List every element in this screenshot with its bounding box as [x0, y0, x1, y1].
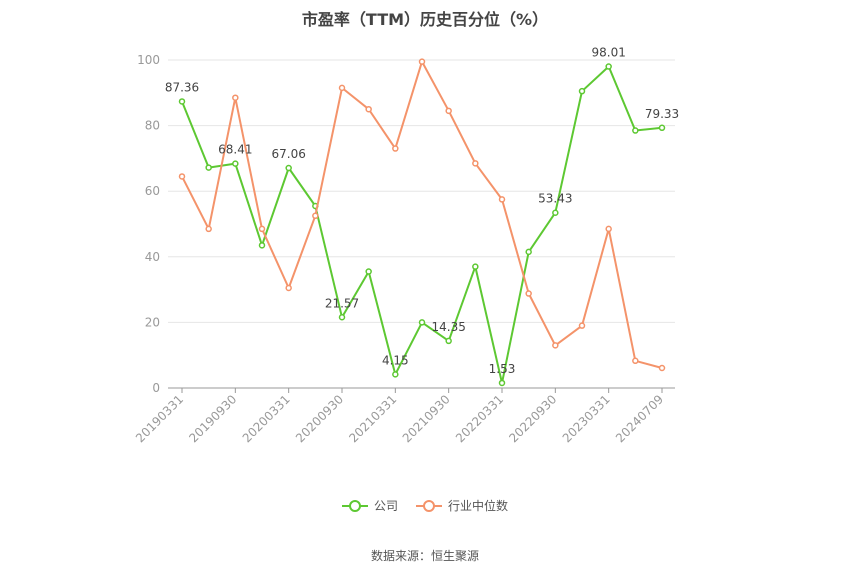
x-tick-label: 20220930 [506, 392, 559, 445]
data-point [525, 248, 532, 256]
data-point [365, 105, 372, 113]
x-tick-label: 20220331 [453, 392, 506, 445]
data-point [205, 164, 212, 171]
data-point [578, 87, 586, 95]
y-tick-label: 20 [145, 315, 160, 329]
x-tick-label: 20230331 [560, 392, 613, 445]
data-point [445, 337, 452, 345]
x-tick-label: 20190331 [133, 392, 186, 445]
y-tick-label: 40 [145, 250, 160, 264]
data-labels: 87.36 68.41 67.06 21.57 4.15 14.35 1.53 53.43 98… [165, 46, 679, 376]
data-point [205, 225, 212, 233]
data-point [525, 290, 532, 297]
y-tick-label: 60 [145, 184, 160, 198]
data-label: 21.57 [325, 296, 359, 310]
data-label: 79.33 [645, 107, 679, 121]
data-label: 1.53 [489, 362, 516, 376]
legend-item[interactable]: 行业中位数 [416, 497, 508, 514]
data-point [445, 107, 452, 115]
legend-swatch [416, 499, 442, 512]
data-point [178, 98, 186, 105]
x-tick-label: 20210331 [346, 392, 399, 445]
x-tick-label: 20200930 [293, 392, 346, 445]
axes: 0 20 40 60 80 100 20190331 20190930 20200331 2020… [133, 53, 675, 445]
legend-swatch [341, 499, 368, 512]
data-point [258, 225, 266, 233]
legend: 公司 行业中位数 [0, 497, 850, 514]
legend-label: 公司 [373, 499, 398, 513]
data-point [472, 263, 479, 270]
y-tick-label: 100 [137, 53, 160, 67]
data-point [418, 319, 426, 326]
data-point [392, 145, 399, 152]
data-point [365, 268, 372, 275]
chart-title: 市盈率（TTM）历史百分位（%） [301, 10, 549, 29]
data-point [472, 160, 479, 167]
data-label: 98.01 [591, 46, 625, 60]
y-tick-label: 0 [152, 381, 160, 395]
data-point [232, 94, 239, 101]
data-label: 4.15 [382, 353, 409, 367]
data-point [498, 379, 506, 387]
data-point [552, 209, 559, 216]
data-point [285, 284, 292, 292]
x-tick-label: 20240709 [613, 392, 666, 445]
data-label: 68.41 [218, 143, 252, 157]
data-point [418, 58, 426, 65]
data-point [392, 371, 399, 378]
series-line [181, 65, 663, 384]
data-point [552, 342, 559, 349]
x-tick-label: 20190930 [186, 392, 239, 445]
data-label: 87.36 [165, 80, 199, 94]
data-point [232, 160, 239, 167]
legend-swatch-marker [423, 499, 435, 512]
data-point [605, 225, 612, 233]
x-tick-label: 20210930 [400, 392, 453, 445]
data-point [498, 196, 506, 203]
data-point [632, 357, 639, 365]
data-point [605, 63, 612, 70]
data-point [658, 364, 666, 372]
legend-label: 行业中位数 [448, 499, 509, 513]
data-point [285, 164, 292, 172]
data-point [658, 124, 666, 132]
data-point [338, 84, 346, 92]
data-point [578, 322, 586, 329]
data-point [632, 127, 639, 134]
data-point [258, 242, 266, 249]
data-label: 14.35 [431, 320, 465, 334]
data-label: 67.06 [271, 147, 305, 161]
data-point [178, 173, 186, 180]
source-note: 数据来源：恒生聚源 [370, 549, 479, 563]
legend-swatch-marker [348, 499, 361, 512]
legend-item[interactable]: 公司 [341, 497, 398, 514]
x-tick-label: 20200331 [240, 392, 293, 445]
data-point [312, 212, 319, 220]
data-point [338, 314, 346, 321]
data-label: 53.43 [538, 192, 572, 206]
series [178, 58, 666, 387]
y-tick-label: 80 [145, 119, 160, 133]
